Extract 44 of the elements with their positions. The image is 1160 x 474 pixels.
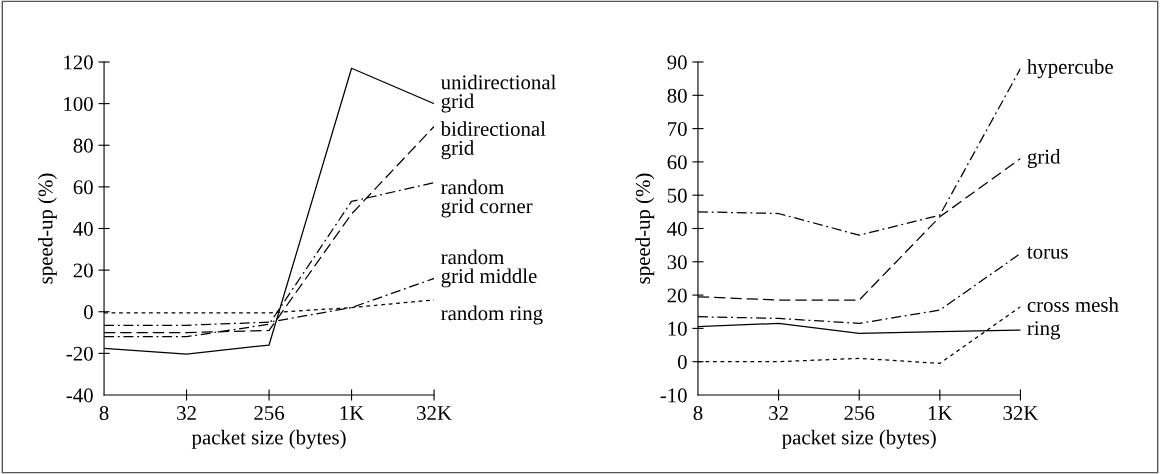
x-tick-label: 256 bbox=[254, 406, 285, 421]
y-tick-label: -10 bbox=[660, 388, 687, 403]
x-tick-label: 32 bbox=[177, 406, 196, 421]
series-label: unidirectional grid bbox=[440, 74, 556, 113]
y-tick-label: 80 bbox=[73, 138, 93, 153]
series-label: random ring bbox=[441, 305, 543, 325]
y-axis-title: speed-up (%) bbox=[635, 173, 655, 284]
series-label: random grid middle bbox=[441, 249, 537, 288]
y-tick-label: 20 bbox=[667, 288, 687, 303]
series-label: ring bbox=[1027, 321, 1061, 340]
y-tick-label: 50 bbox=[667, 188, 687, 203]
y-tick-label: 30 bbox=[667, 255, 687, 270]
series-label: hypercube bbox=[1027, 59, 1113, 79]
y-tick-label: 20 bbox=[73, 263, 93, 278]
x-tick-label: 32 bbox=[769, 406, 788, 421]
x-tick-label: 1K bbox=[928, 406, 953, 420]
series-label: grid bbox=[1027, 149, 1061, 169]
series-label: torus bbox=[1027, 246, 1068, 259]
x-tick-label: 8 bbox=[99, 406, 109, 421]
y-tick-label: 40 bbox=[73, 221, 93, 236]
series-label: bidirectional grid bbox=[440, 121, 546, 160]
y-axis-title: speed-up (%) bbox=[37, 173, 57, 284]
y-tick-label: -40 bbox=[66, 388, 93, 403]
y-tick-label: 100 bbox=[64, 97, 93, 112]
x-axis-title: packet size (bytes) bbox=[782, 429, 936, 449]
y-tick-label: -20 bbox=[66, 346, 93, 361]
series-label: cross mesh bbox=[1027, 297, 1119, 312]
y-tick-label: 80 bbox=[667, 88, 687, 103]
y-tick-label: 70 bbox=[668, 121, 687, 137]
series-label: random grid corner bbox=[441, 179, 533, 218]
x-tick-label: 1K bbox=[340, 406, 365, 420]
y-tick-label: 120 bbox=[64, 55, 93, 70]
x-tick-label: 256 bbox=[844, 406, 875, 421]
x-tick-label: 32K bbox=[1003, 406, 1039, 421]
y-tick-label: 60 bbox=[667, 155, 687, 170]
x-axis-title: packet size (bytes) bbox=[191, 429, 346, 449]
y-tick-label: 40 bbox=[667, 221, 687, 236]
y-tick-label: 90 bbox=[667, 55, 687, 70]
y-tick-label: 10 bbox=[668, 321, 687, 336]
y-tick-label: 0 bbox=[677, 355, 687, 370]
x-tick-label: 8 bbox=[693, 406, 703, 421]
x-tick-label: 32K bbox=[417, 406, 452, 421]
y-tick-label: 60 bbox=[73, 180, 93, 195]
y-tick-label: 0 bbox=[84, 305, 93, 320]
